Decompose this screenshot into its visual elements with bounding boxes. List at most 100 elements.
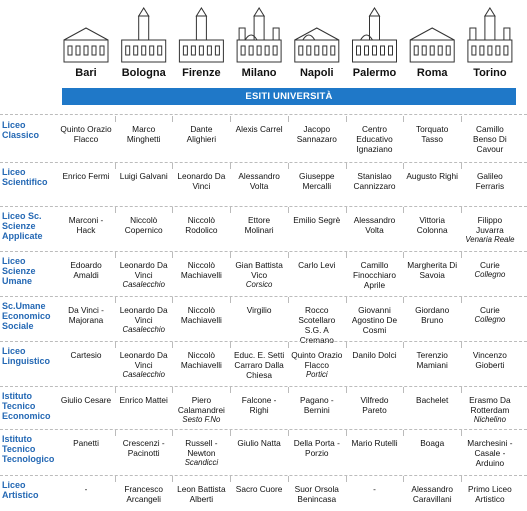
cell: Niccolò Machiavelli xyxy=(175,305,227,325)
school-name: Niccolò Copernico xyxy=(124,215,163,235)
column-tick xyxy=(460,342,462,348)
school-name: Panetti xyxy=(73,438,99,448)
icon-part xyxy=(253,15,265,41)
school-name: Marco Minghetti xyxy=(126,124,161,144)
city-icons xyxy=(63,7,513,63)
city-name: Napoli xyxy=(299,67,334,79)
school-name: Della Porta - Porzio xyxy=(293,438,340,458)
school-name: Alexis Carrel xyxy=(235,124,283,134)
icon-part xyxy=(302,34,316,41)
school-name: Terenzio Mamiani xyxy=(416,350,448,370)
icon-part xyxy=(138,15,150,41)
cell: Della Porta - Porzio xyxy=(291,438,343,458)
icon-part xyxy=(409,39,455,63)
school-name: Sacro Cuore xyxy=(235,484,283,494)
icon-part xyxy=(236,39,282,63)
column-tick xyxy=(345,297,347,303)
row-label: Istituto Tecnico Economico xyxy=(2,391,51,421)
school-name: Jacopo Sannazaro xyxy=(296,124,337,144)
cell: Galileo Ferraris xyxy=(464,171,516,191)
column-tick xyxy=(172,252,174,258)
icon-part xyxy=(133,45,139,56)
row-separator xyxy=(0,429,527,430)
row-label: Sc.Umane Economico Sociale xyxy=(2,301,51,331)
city-name: Bologna xyxy=(121,67,166,79)
column-tick xyxy=(114,430,116,436)
column-tick xyxy=(287,207,289,213)
school-name: Quinto Orazio Flacco xyxy=(291,350,343,370)
icon-part xyxy=(272,45,278,56)
cell: Leon Battista Alberti xyxy=(175,484,227,504)
cell: Giordano Bruno xyxy=(406,305,458,325)
row-label: Liceo Classico xyxy=(2,120,40,140)
icon-part xyxy=(330,45,336,56)
icon-part xyxy=(253,7,266,17)
school-location: Casalecchio xyxy=(122,280,165,289)
school-name: Vincenzo Gioberti xyxy=(472,350,507,370)
icon-part xyxy=(198,45,204,56)
icon-part xyxy=(264,45,270,56)
cell: Francesco Arcangeli xyxy=(118,484,170,504)
icon-part xyxy=(360,34,373,41)
icon-part xyxy=(99,45,105,56)
row-separator xyxy=(0,386,527,387)
icon-part xyxy=(83,45,89,56)
icon-part xyxy=(372,45,377,56)
school-location: Casalecchio xyxy=(122,370,165,379)
icon-part xyxy=(294,39,340,63)
icon-part xyxy=(178,39,224,63)
school-name: Curie xyxy=(479,305,500,315)
column-tick xyxy=(287,116,289,122)
row-separator xyxy=(0,251,527,252)
icon-part xyxy=(322,45,328,56)
column-tick xyxy=(345,207,347,213)
cell: Piero Calamandrei Sesto F.No xyxy=(175,395,227,425)
cell: Suor Orsola Benincasa xyxy=(291,484,343,504)
icon-part xyxy=(141,45,147,56)
cell: Marchesini - Casale - Arduino xyxy=(464,438,516,468)
cell: Quinto Orazio Flacco xyxy=(60,124,112,144)
icon-part xyxy=(413,45,419,56)
icon-part xyxy=(121,39,167,63)
cell: Giuseppe Mercalli xyxy=(291,171,343,191)
school-name: Camillo Finocchiaro Aprile xyxy=(353,260,396,290)
school-name: Torquato Tasso xyxy=(416,124,449,144)
icon-part xyxy=(306,45,312,56)
icon-part xyxy=(157,45,163,56)
cell: Giovanni Agostino De Cosmi xyxy=(349,305,401,335)
column-tick xyxy=(403,342,405,348)
column-tick xyxy=(403,252,405,258)
icon-part xyxy=(503,45,509,56)
school-location: Portici xyxy=(305,370,328,379)
school-name: Suor Orsola Benincasa xyxy=(294,484,339,504)
cell: Curie Collegno xyxy=(464,305,516,325)
column-tick xyxy=(403,207,405,213)
column-tick xyxy=(287,430,289,436)
icon-part xyxy=(75,45,81,56)
column-tick xyxy=(230,342,232,348)
cell: Mario Rutelli xyxy=(349,438,401,448)
school-name: Giuseppe Mercalli xyxy=(299,171,335,191)
column-tick xyxy=(172,387,174,393)
cell: - xyxy=(349,484,401,494)
icon-part xyxy=(364,45,369,56)
column-tick xyxy=(172,342,174,348)
column-tick xyxy=(460,297,462,303)
column-tick xyxy=(114,297,116,303)
column-tick xyxy=(345,163,347,169)
cell: Curie Collegno xyxy=(464,260,516,280)
school-name: Piero Calamandrei xyxy=(177,395,225,415)
school-name: Leonardo Da Vinci xyxy=(119,305,168,325)
icon-part xyxy=(244,34,258,41)
row-separator xyxy=(0,341,527,342)
cell: Vincenzo Gioberti xyxy=(464,350,516,370)
icon-part xyxy=(240,45,246,56)
school-name: Curie xyxy=(479,260,500,270)
school-name: Enrico Mattei xyxy=(119,395,168,405)
column-tick xyxy=(460,116,462,122)
school-name: Galileo Ferraris xyxy=(475,171,505,191)
school-name: Camillo Benso Di Cavour xyxy=(473,124,507,154)
icon-part xyxy=(368,7,381,17)
cell: Niccolò Machiavelli xyxy=(175,350,227,370)
cell: Leonardo Da Vinci Casalecchio xyxy=(118,305,170,335)
